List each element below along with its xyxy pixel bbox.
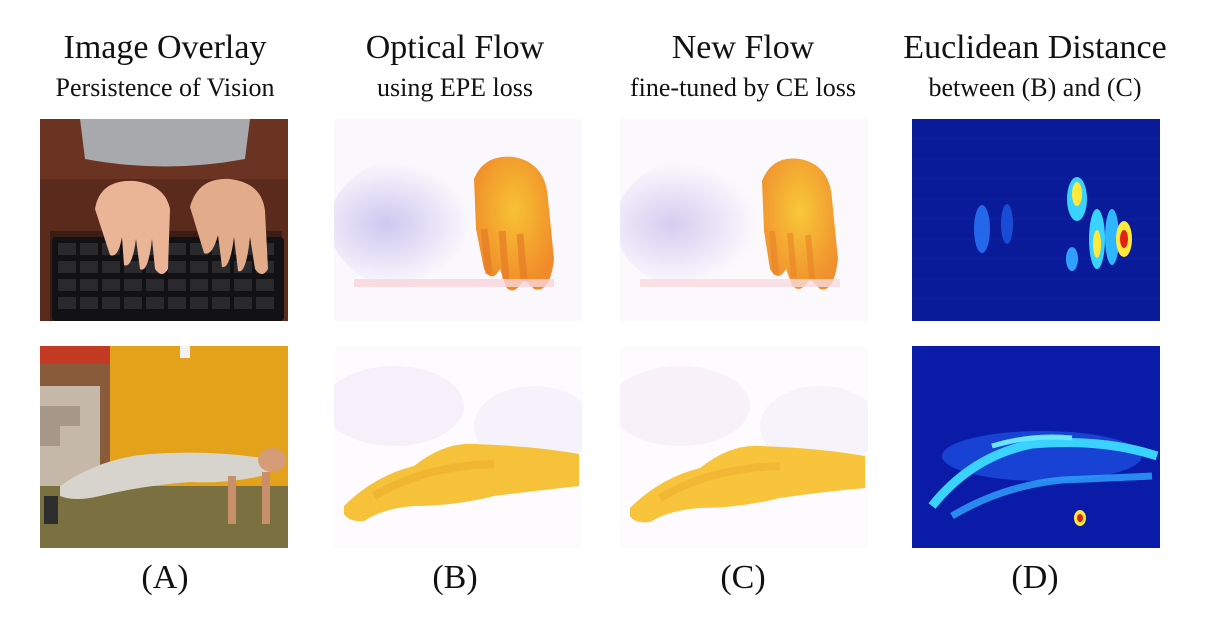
column-c-subtitle: fine-tuned by CE loss [629,73,857,102]
column-b-subtitle: using EPE loss [376,73,534,102]
column-a-title: Image Overlay [63,29,267,66]
typing-overlay-image [40,119,288,321]
distance-heatmap-pushup [912,346,1160,548]
distance-heatmap-typing [912,119,1160,321]
ce-flow-typing [620,119,868,321]
column-d-subtitle: between (B) and (C) [928,73,1142,102]
column-b-label: (B) [432,559,478,596]
column-d-title: Euclidean Distance [903,29,1167,66]
column-a-subtitle: Persistence of Vision [55,73,275,102]
epe-flow-typing [334,119,582,321]
epe-flow-pushup [334,346,582,548]
ce-flow-pushup [620,346,868,548]
column-a-label: (A) [141,559,189,596]
column-c-label: (C) [720,559,766,596]
column-b-title: Optical Flow [365,29,545,66]
pushup-overlay-image [40,346,288,548]
column-c-title: New Flow [671,29,815,66]
column-d-label: (D) [1011,559,1059,596]
